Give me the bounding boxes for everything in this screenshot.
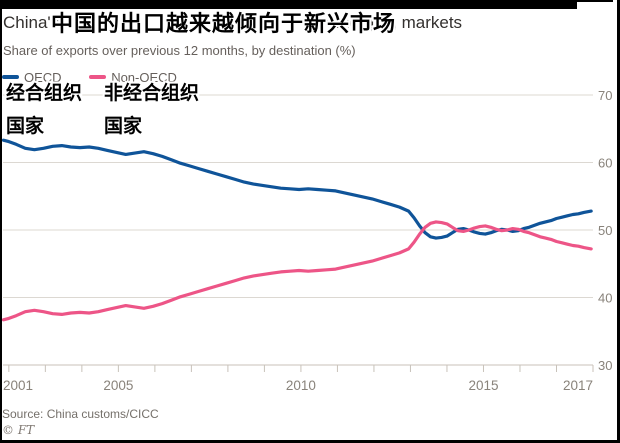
y-axis-tick-label: 40 (598, 291, 612, 306)
x-axis-tick-label: 2005 (103, 378, 133, 393)
legend-item-non-oecd: Non-OECD (89, 70, 177, 85)
y-axis-tick-label: 70 (598, 88, 612, 103)
chinese-legend-overlay-non-oecd: 非经合组织 国家 (104, 83, 200, 137)
screenshot-border-bottom (0, 440, 620, 443)
chart-title-fragment-right: emerging markets (326, 13, 463, 32)
y-axis-tick-label: 60 (598, 156, 612, 171)
x-axis-tick-label: 2010 (286, 378, 316, 393)
data-line-non-oecd (1, 220, 593, 322)
oecd-line-swatch-icon (2, 75, 19, 79)
chinese-title-overlay: 中国的出口越来越倾向于新兴市场 (51, 11, 397, 36)
screenshot-border-right (617, 0, 620, 443)
chart-title-fragment-left: China's (3, 13, 60, 32)
x-axis-tick-label: 2017 (563, 378, 593, 393)
y-axis-tick-label: 30 (598, 358, 612, 373)
y-axis-tick-label: 50 (598, 223, 612, 238)
legend-label-non-oecd: Non-OECD (111, 69, 177, 85)
chart-legend: OECD Non-OECD (2, 67, 201, 85)
screenshot-border-left (0, 0, 2, 443)
screenshot-border-top-block (0, 0, 577, 9)
x-axis-tick-label: 2015 (468, 378, 498, 393)
legend-item-oecd: OECD (2, 70, 62, 85)
x-axis-tick-label: 2001 (3, 378, 33, 393)
screenshot-border-top-line (0, 0, 613, 2)
chart-subtitle: Share of exports over previous 12 months… (3, 43, 356, 58)
legend-label-oecd: OECD (24, 69, 62, 85)
source-attribution: Source: China customs/CICC (2, 407, 159, 421)
ft-copyright: © FT (2, 423, 35, 437)
non-oecd-line-swatch-icon (89, 75, 107, 79)
chinese-legend-overlay-oecd: 经合组织 国家 (6, 83, 83, 137)
data-line-oecd (1, 138, 593, 240)
